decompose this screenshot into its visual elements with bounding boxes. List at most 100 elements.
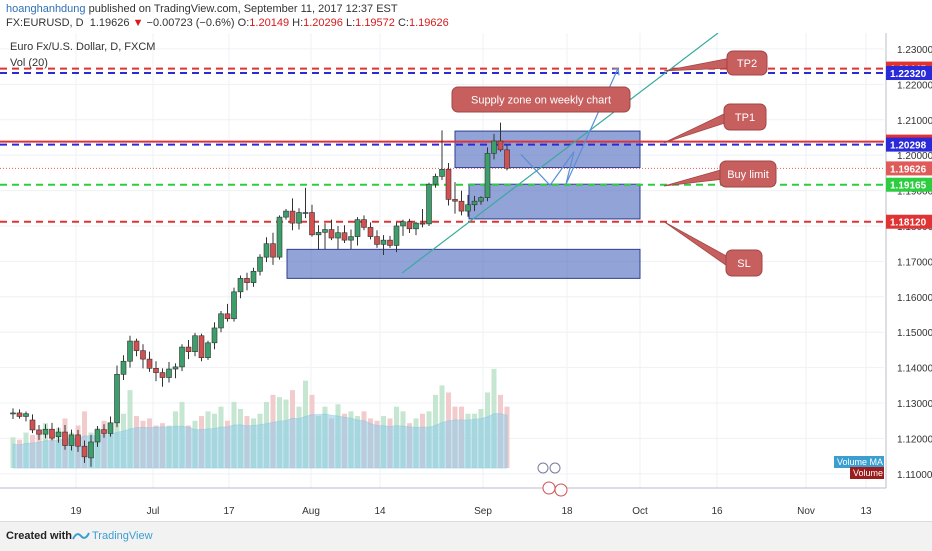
low-value: 1.19572 <box>355 17 395 29</box>
event-flag-icon[interactable] <box>537 462 549 474</box>
candle-body <box>315 232 322 236</box>
projection-path[interactable] <box>520 68 619 187</box>
event-flag-icon[interactable] <box>554 483 568 497</box>
zone-box[interactable] <box>468 183 641 220</box>
legend-volume: Vol (20) <box>10 57 48 69</box>
candle-body <box>426 183 432 225</box>
price-tick-label: 1.16000 <box>897 293 932 304</box>
candle-body <box>445 169 452 200</box>
time-axis[interactable]: 19 Jul 17 Aug 14 Sep 18 Oct 16 Nov 13 <box>0 487 886 517</box>
candle-body <box>471 200 478 206</box>
candle-body <box>55 431 62 437</box>
candle-body <box>140 350 146 360</box>
candle-body <box>270 243 276 258</box>
candle-body <box>81 445 88 458</box>
price-tick-label: 1.12000 <box>897 434 932 445</box>
time-tick-label: Jul <box>147 506 160 517</box>
callouts[interactable]: TP2 Supply zone on weekly chart TP1 Buy lim… <box>451 50 777 277</box>
candle-body <box>263 243 270 258</box>
footer-bar: Created with TradingView <box>0 521 932 551</box>
price-chart[interactable]: TP2 Supply zone on weekly chart TP1 Buy lim… <box>0 33 932 521</box>
candle-body <box>497 140 504 151</box>
callout-box[interactable] <box>726 50 768 76</box>
candle-body <box>179 346 185 368</box>
candle-body <box>348 236 354 241</box>
tradingview-logo-icon[interactable] <box>72 530 90 545</box>
callout-text: SL <box>737 258 750 270</box>
arrow-head-icon <box>611 67 620 76</box>
price-change: −0.00723 (−0.6%) <box>146 17 235 29</box>
event-icons[interactable] <box>537 462 568 497</box>
high-label: H: <box>292 17 304 29</box>
candle-body <box>452 199 458 202</box>
drawings[interactable] <box>401 33 719 274</box>
zone-box[interactable] <box>286 248 641 279</box>
candle-body <box>250 270 257 283</box>
trend-line[interactable] <box>401 33 719 274</box>
candle-body <box>146 358 153 369</box>
candle-body <box>153 368 159 373</box>
price-tick-label: 1.19000 <box>897 187 932 198</box>
price-axis[interactable]: 1.230001.220001.210001.200001.190001.180… <box>834 33 932 488</box>
price-tick-label: 1.22000 <box>897 80 932 91</box>
time-tick-label: Sep <box>474 506 492 517</box>
callout-box[interactable] <box>719 160 777 188</box>
price-tick-label: 1.17000 <box>897 257 932 268</box>
candle-body <box>231 291 237 320</box>
price-level-label: 1.18120 <box>890 218 927 229</box>
candle-body <box>354 219 361 237</box>
tradingview-link[interactable]: TradingView <box>92 530 153 542</box>
zones[interactable] <box>286 130 641 279</box>
low-label: L: <box>345 17 356 29</box>
time-tick-label: Aug <box>302 506 320 517</box>
time-tick-label: 17 <box>223 506 235 517</box>
price-tick-label: 1.13000 <box>897 399 932 410</box>
publish-header: hoanghanhdung published on TradingView.c… <box>0 0 932 32</box>
time-tick-label: 19 <box>70 506 82 517</box>
candle-body <box>114 374 120 424</box>
candles <box>10 122 510 467</box>
candle-body <box>335 232 341 239</box>
candle-body <box>406 221 413 230</box>
candle-body <box>484 153 491 198</box>
open-label: O: <box>237 17 250 29</box>
price-level-badge <box>886 214 932 229</box>
candle-body <box>224 313 231 320</box>
author-link[interactable]: hoanghanhdung <box>6 3 86 15</box>
time-tick-label: 14 <box>374 506 386 517</box>
candle-body <box>211 327 218 344</box>
callout-box[interactable] <box>723 103 767 131</box>
last-price: 1.19626 <box>89 17 130 29</box>
candle-body <box>328 229 335 239</box>
candle-body <box>296 212 302 224</box>
volume-ma-badge <box>834 456 884 468</box>
callout-text: TP1 <box>735 112 755 124</box>
price-level-badge <box>886 66 932 81</box>
candle-body <box>133 340 140 351</box>
candle-body <box>289 210 296 224</box>
callout-box[interactable] <box>725 249 763 277</box>
callout-text: Supply zone on weekly chart <box>471 95 611 107</box>
price-tick-label: 1.11000 <box>897 470 932 481</box>
candle-body <box>62 431 68 446</box>
open-value: 1.20149 <box>249 17 290 29</box>
candle-body <box>413 222 419 230</box>
high-value: 1.20296 <box>303 17 343 29</box>
candle-body <box>309 212 315 236</box>
candle-body <box>101 429 107 434</box>
callout-box[interactable] <box>451 86 631 113</box>
candle-body <box>29 419 36 431</box>
candle-body <box>478 197 484 202</box>
candle-body <box>322 229 328 233</box>
candle-body <box>400 221 406 227</box>
candle-body <box>159 372 166 378</box>
price-level-label: 1.20298 <box>890 141 927 152</box>
volume-label: Volume <box>853 468 883 478</box>
callout-text: TP2 <box>737 58 757 70</box>
candle-body <box>16 412 23 417</box>
candle-body <box>393 225 400 246</box>
event-flag-icon[interactable] <box>549 462 561 474</box>
event-flag-icon[interactable] <box>542 481 556 495</box>
price-tick-label: 1.23000 <box>897 45 932 56</box>
created-with-label: Created with <box>6 530 73 542</box>
